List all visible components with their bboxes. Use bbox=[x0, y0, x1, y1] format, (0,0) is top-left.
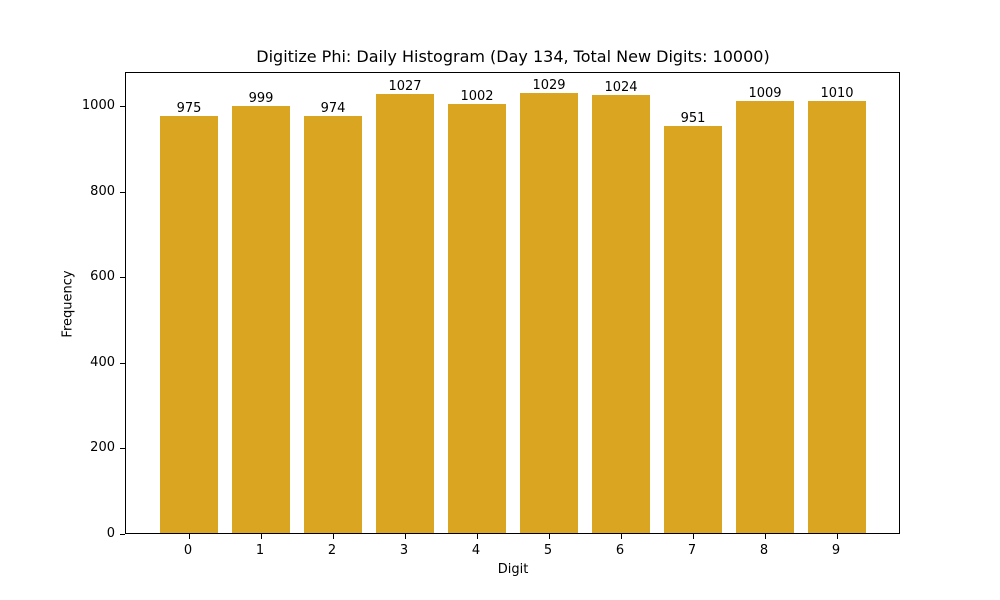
x-tick bbox=[333, 534, 334, 539]
bar-value-label: 1024 bbox=[604, 79, 638, 95]
plot-area: 975 999 974 1027 1002 1029 1024 951 1009 1010 bbox=[120, 72, 900, 539]
y-tick bbox=[120, 362, 125, 364]
x-tick-label: 6 bbox=[615, 543, 625, 558]
x-tick-label: 7 bbox=[687, 543, 697, 558]
bar-digit-0 bbox=[160, 115, 218, 533]
bar-digit-4 bbox=[448, 104, 506, 533]
x-tick-label: 0 bbox=[183, 543, 193, 558]
x-tick-label: 2 bbox=[327, 543, 337, 558]
x-tick-label: 8 bbox=[759, 543, 769, 558]
bar-value-label: 974 bbox=[320, 101, 346, 117]
bar-value-label: 999 bbox=[248, 90, 274, 106]
bar-digit-8 bbox=[736, 101, 794, 533]
bar-digit-6 bbox=[592, 94, 650, 533]
y-tick bbox=[120, 534, 125, 535]
y-tick-label: 800 bbox=[90, 183, 115, 199]
x-tick bbox=[693, 534, 694, 539]
bar-value-label: 1009 bbox=[748, 86, 782, 102]
bar-digit-1 bbox=[232, 105, 290, 533]
y-tick-label: 0 bbox=[106, 526, 115, 541]
x-tick bbox=[765, 534, 766, 539]
x-tick-label: 4 bbox=[471, 543, 481, 558]
bar-value-label: 1029 bbox=[532, 77, 566, 93]
x-tick-label: 1 bbox=[255, 543, 265, 558]
chart-title: Digitize Phi: Daily Histogram (Day 134, … bbox=[256, 47, 770, 66]
y-tick-label: 600 bbox=[90, 269, 115, 285]
y-tick bbox=[120, 448, 125, 450]
y-tick-label: 200 bbox=[90, 440, 115, 456]
bar-digit-5 bbox=[520, 92, 578, 533]
y-tick-label: 1000 bbox=[81, 98, 115, 114]
bar-digit-2 bbox=[304, 116, 362, 533]
x-tick-label: 3 bbox=[399, 543, 409, 558]
x-tick-label: 9 bbox=[831, 543, 841, 558]
y-tick bbox=[120, 191, 125, 193]
bar-digit-3 bbox=[376, 93, 434, 533]
y-tick-label: 400 bbox=[90, 354, 115, 370]
x-tick bbox=[837, 534, 838, 539]
bar-digit-9 bbox=[808, 100, 866, 533]
bar-value-label: 951 bbox=[680, 111, 706, 127]
bar-value-label: 1002 bbox=[460, 89, 494, 105]
bar-value-label: 975 bbox=[176, 100, 202, 116]
x-tick bbox=[477, 534, 478, 539]
y-tick bbox=[120, 277, 125, 279]
bar-value-label: 1010 bbox=[820, 85, 854, 101]
x-tick bbox=[405, 534, 406, 539]
x-tick bbox=[621, 534, 622, 539]
bar-digit-7 bbox=[664, 126, 722, 533]
x-axis-label: Digit bbox=[497, 562, 529, 577]
x-tick bbox=[549, 534, 550, 539]
y-tick bbox=[120, 106, 125, 108]
bar-value-label: 1027 bbox=[388, 78, 422, 94]
x-tick bbox=[189, 534, 190, 539]
x-tick-label: 5 bbox=[543, 543, 553, 558]
x-tick bbox=[261, 534, 262, 539]
